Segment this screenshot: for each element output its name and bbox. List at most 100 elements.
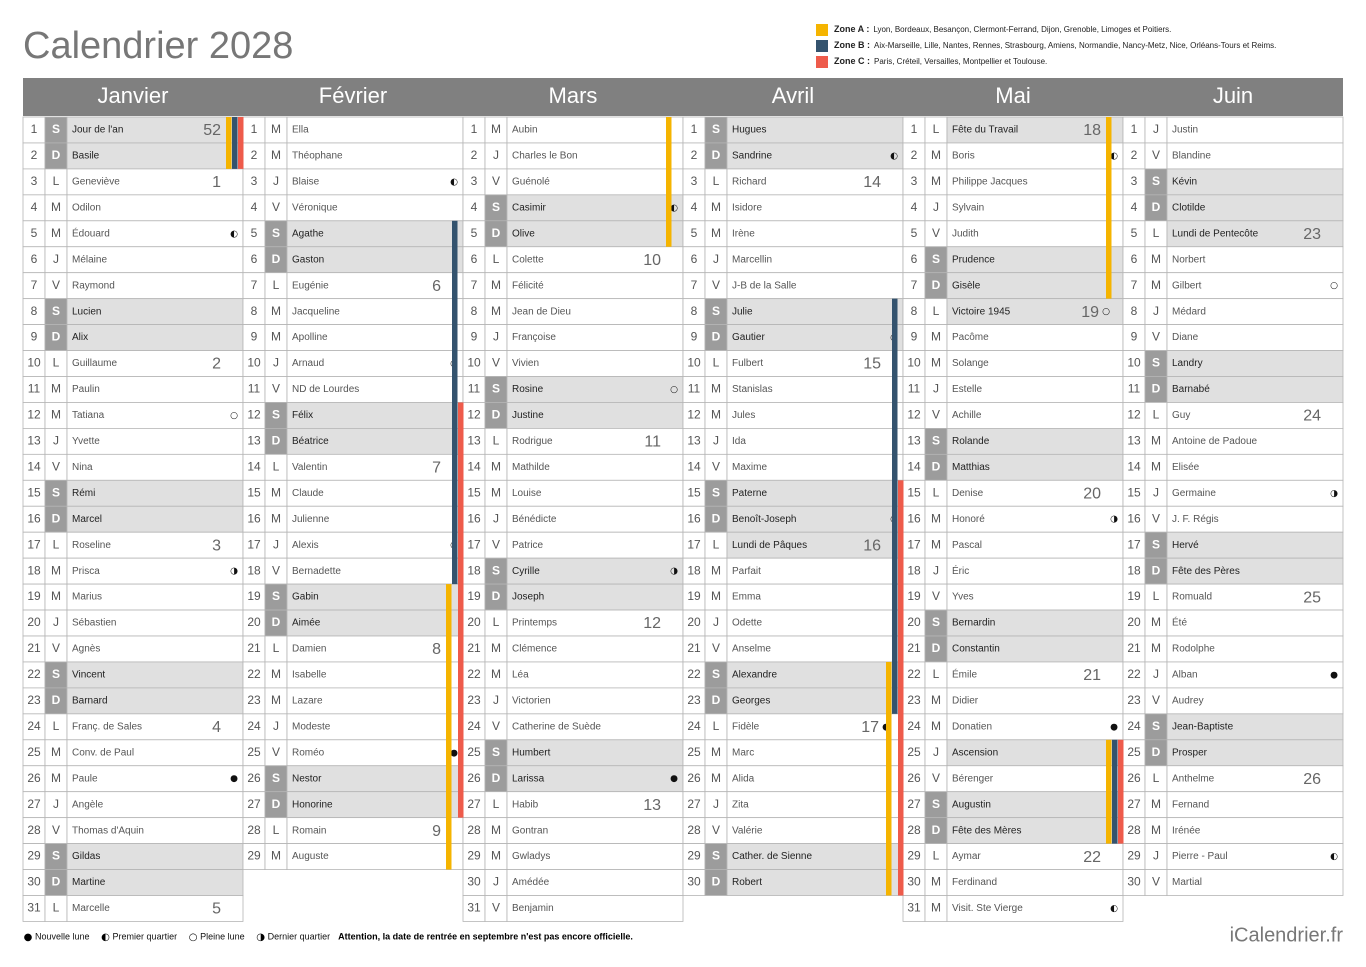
name-cell [946, 531, 1124, 559]
moon-phase: ◐ [450, 177, 458, 187]
day-number: 16 [467, 511, 481, 525]
weekday-letter: M [711, 226, 721, 240]
day-number: 2 [471, 148, 478, 162]
weekday-letter: L [273, 823, 280, 837]
week-number: 14 [863, 174, 881, 191]
day-number: 22 [467, 667, 481, 681]
week-number: 10 [643, 252, 661, 269]
saint-name: Prisca [72, 566, 100, 577]
name-cell [506, 168, 684, 196]
weekday-letter: J [1153, 485, 1159, 499]
name-cell [726, 609, 904, 637]
saint-name: Blaise [292, 177, 320, 188]
name-cell [1166, 402, 1344, 429]
weekday-letter: V [492, 174, 500, 188]
day-number: 20 [467, 615, 481, 629]
day-number: 6 [911, 252, 918, 266]
saint-name: Gilbert [1172, 280, 1202, 291]
name-cell [286, 350, 464, 377]
day-number: 28 [247, 823, 261, 837]
saint-name: Agnès [72, 644, 100, 655]
day-number: 28 [687, 823, 701, 837]
saint-name: Françoise [512, 332, 556, 343]
day-number: 5 [691, 226, 698, 240]
saint-name: Prudence [952, 254, 995, 265]
day-number: 27 [27, 797, 41, 811]
weekday-letter: S [52, 485, 60, 499]
weekday-letter: J [713, 252, 719, 266]
weekday-letter: D [932, 459, 941, 473]
saint-name: J-B de la Salle [732, 280, 797, 291]
name-cell [1166, 324, 1344, 351]
day-number: 5 [1131, 226, 1138, 240]
weekday-letter: D [492, 408, 501, 422]
day-number: 11 [248, 382, 261, 396]
weekday-letter: M [1151, 434, 1161, 448]
holiday-bar [898, 480, 904, 896]
weekday-letter: M [931, 174, 941, 188]
saint-name: Aimée [292, 618, 321, 629]
day-number: 11 [688, 382, 701, 396]
day-number: 13 [467, 434, 481, 448]
saint-name: Rosine [512, 384, 544, 395]
saint-name: Apolline [292, 332, 328, 343]
weekday-letter: S [52, 667, 60, 681]
saint-name: Alix [72, 332, 88, 343]
day-number: 23 [27, 693, 41, 707]
zone-swatch [816, 40, 828, 52]
weekday-letter: V [1152, 330, 1160, 344]
weekday-letter: D [52, 875, 61, 889]
day-number: 23 [687, 693, 701, 707]
day-number: 28 [27, 823, 41, 837]
saint-name: Joseph [512, 592, 544, 603]
saint-name: Aubin [512, 125, 538, 136]
week-number: 24 [1303, 408, 1321, 425]
day-number: 14 [247, 459, 261, 473]
day-number: 26 [247, 771, 261, 785]
name-cell [726, 427, 904, 455]
name-cell [946, 505, 1124, 533]
zone-swatch [816, 56, 828, 68]
name-cell [946, 324, 1124, 351]
weekday-letter: M [271, 330, 281, 344]
saint-name: Augustin [952, 799, 991, 810]
saint-name: ND de Lourdes [292, 384, 359, 395]
weekday-letter: V [52, 823, 60, 837]
name-cell [66, 194, 244, 222]
day-number: 8 [471, 304, 478, 318]
name-cell [66, 298, 244, 325]
saint-name: Alexandre [732, 670, 777, 681]
saint-name: Gautier [732, 332, 765, 343]
weekday-letter: J [713, 615, 719, 629]
name-cell [506, 272, 684, 300]
weekday-letter: V [712, 278, 720, 292]
weekday-letter: L [933, 849, 940, 863]
saint-name: Roseline [72, 540, 111, 551]
saint-name: Jour de l'an [72, 125, 123, 136]
day-number: 22 [1127, 667, 1141, 681]
weekday-letter: M [1151, 823, 1161, 837]
weekday-letter: V [272, 200, 280, 214]
day-number: 14 [467, 459, 481, 473]
day-number: 19 [467, 589, 481, 603]
day-number: 5 [471, 226, 478, 240]
saint-name: Gildas [72, 851, 100, 862]
day-number: 12 [467, 408, 481, 422]
moon-phase: ● [450, 748, 458, 758]
weekday-letter: V [492, 901, 500, 915]
name-cell [66, 505, 244, 533]
saint-name: Théophane [292, 151, 343, 162]
day-number: 20 [27, 615, 41, 629]
saint-name: Léa [512, 670, 529, 681]
day-number: 14 [27, 459, 41, 473]
weekday-letter: D [52, 148, 61, 162]
name-cell [1166, 557, 1344, 585]
name-cell [726, 583, 904, 611]
saint-name: Patrice [512, 540, 544, 551]
saint-name: Matthias [952, 462, 990, 473]
day-number: 7 [31, 278, 38, 292]
saint-name: Irène [732, 228, 755, 239]
day-number: 15 [27, 485, 41, 499]
